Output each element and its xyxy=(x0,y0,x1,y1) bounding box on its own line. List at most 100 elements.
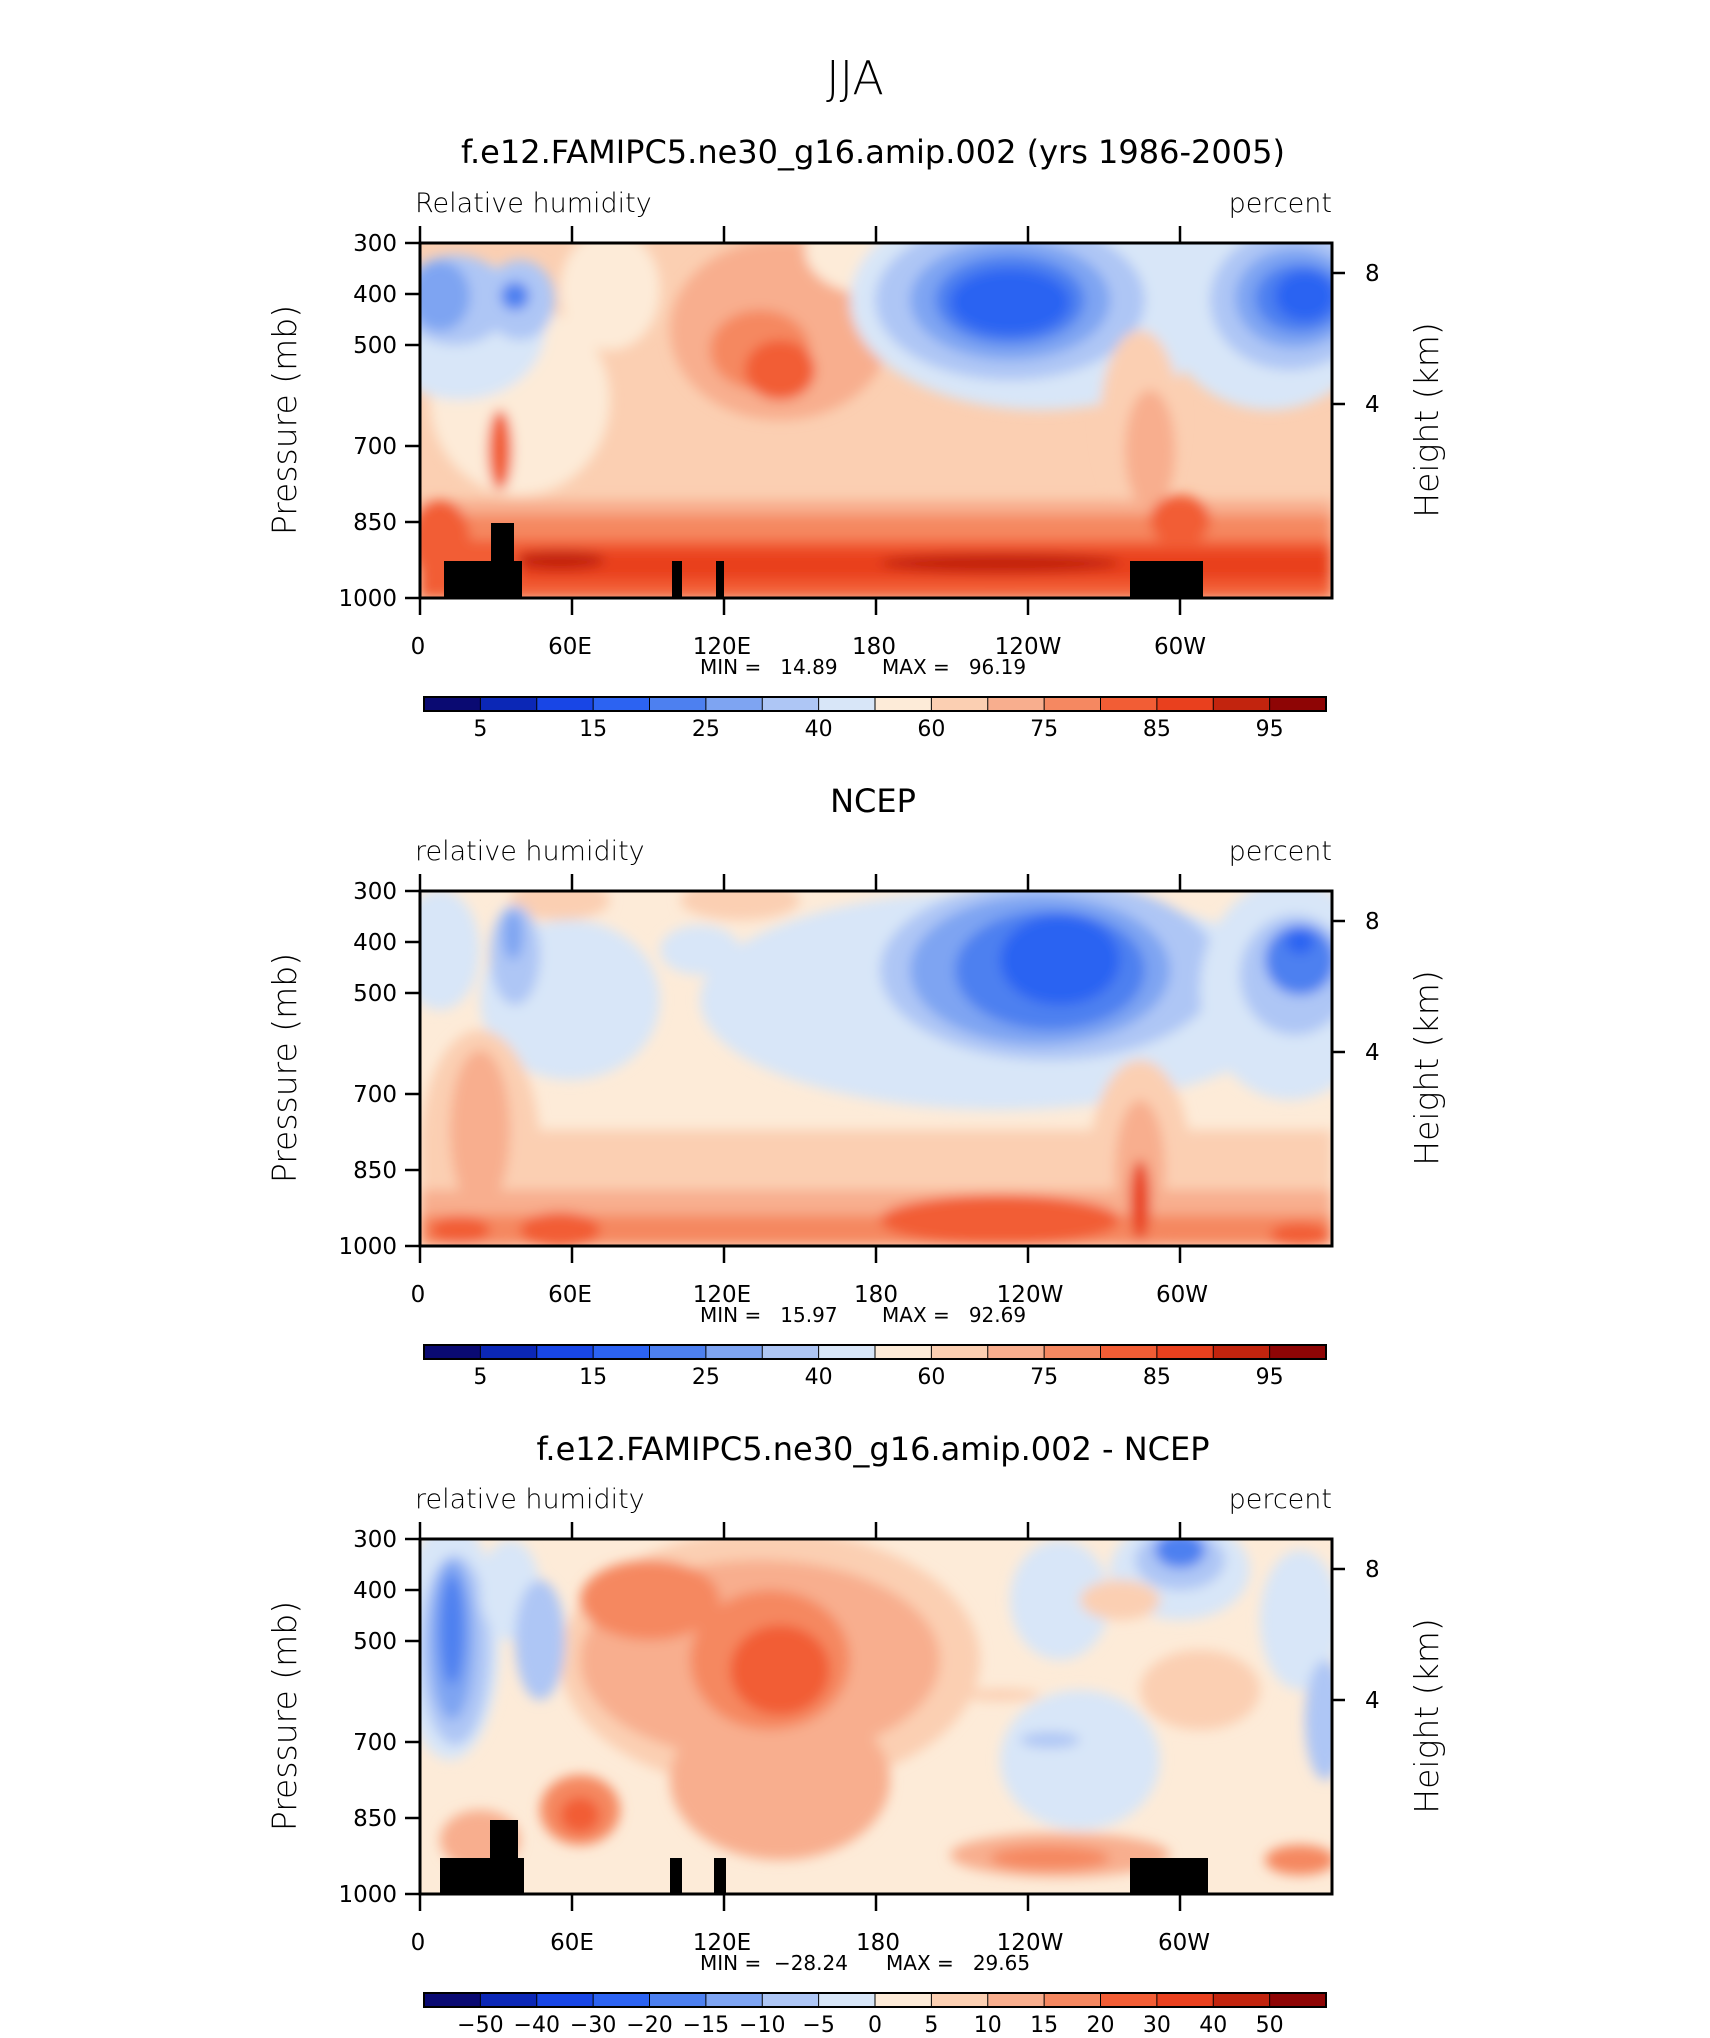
y-tick-label: 400 xyxy=(353,930,397,956)
colorbar-swatch xyxy=(479,1992,538,2008)
colorbar-swatch xyxy=(930,696,989,712)
colorbar-swatch xyxy=(423,1344,482,1360)
colorbar-label: 75 xyxy=(1030,717,1058,742)
colorbar-border xyxy=(423,1992,1327,2008)
colorbar-swatch xyxy=(1212,1344,1271,1360)
y2-axis-title: Height (km) xyxy=(1407,1618,1446,1813)
colorbar-swatch xyxy=(1269,1992,1327,2008)
colorbar-label: 60 xyxy=(917,1365,945,1390)
y-tick-label: 850 xyxy=(353,510,397,536)
colorbar-swatch xyxy=(592,696,651,712)
colorbar-swatch xyxy=(423,1992,482,2008)
y-tick-label: 400 xyxy=(353,282,397,308)
contour-field xyxy=(420,243,1332,598)
x-tick-label: 60E xyxy=(548,634,592,660)
max-value: MAX = 96.19 xyxy=(882,655,1026,679)
colorbar-swatch xyxy=(479,696,538,712)
colorbar-swatch xyxy=(649,1344,707,1360)
colorbar-swatch xyxy=(423,696,482,712)
colorbar-label: 5 xyxy=(473,1365,487,1390)
x-tick-label: 120E xyxy=(693,634,751,660)
units-label: percent xyxy=(1229,836,1332,867)
colorbar-swatch xyxy=(592,1992,651,2008)
colorbar-label: 15 xyxy=(1030,2013,1058,2038)
y-axis-title: Pressure (mb) xyxy=(265,953,304,1183)
colorbar-swatch xyxy=(874,1344,933,1360)
min-value: MIN = 14.89 xyxy=(700,655,838,679)
colorbar-label: 75 xyxy=(1030,1365,1058,1390)
panel-difference: f.e12.FAMIPC5.ne30_g16.amip.002 - NCEP r… xyxy=(265,1430,1446,2038)
colorbar-label: −50 xyxy=(457,2013,503,2038)
colorbar-label: 30 xyxy=(1143,2013,1171,2038)
colorbar-swatch xyxy=(1269,1344,1327,1360)
panel-title: f.e12.FAMIPC5.ne30_g16.amip.002 (yrs 198… xyxy=(461,133,1285,171)
min-value: MIN = −28.24 xyxy=(700,1951,848,1975)
colorbar-swatch xyxy=(1043,696,1102,712)
y-axis-title: Pressure (mb) xyxy=(265,305,304,535)
colorbar-label: 5 xyxy=(473,717,487,742)
colorbar-swatch xyxy=(649,1992,707,2008)
colorbar-swatch xyxy=(1043,1992,1102,2008)
y2-axis-title: Height (km) xyxy=(1407,970,1446,1165)
colorbar-label: 25 xyxy=(692,717,720,742)
colorbar-label: −20 xyxy=(626,2013,672,2038)
colorbar-swatch xyxy=(592,1344,651,1360)
colorbar-label: −40 xyxy=(514,2013,560,2038)
y-tick-label: 700 xyxy=(353,1082,397,1108)
x-tick-label: 60W xyxy=(1158,1930,1210,1956)
y-tick-label: 300 xyxy=(353,1527,397,1553)
colorbar-swatch xyxy=(761,1992,820,2008)
colorbar-swatch xyxy=(818,696,876,712)
colorbar-label: 0 xyxy=(868,2013,882,2038)
panel-model: f.e12.FAMIPC5.ne30_g16.amip.002 (yrs 198… xyxy=(265,133,1446,742)
colorbar-swatch xyxy=(1156,1344,1215,1360)
colorbar-swatch xyxy=(1100,1344,1158,1360)
colorbar-swatch xyxy=(1269,696,1327,712)
y-tick-label: 500 xyxy=(353,981,397,1007)
colorbar-label: 85 xyxy=(1143,717,1171,742)
height-tick-label: 8 xyxy=(1365,909,1380,935)
colorbar-swatch xyxy=(536,696,595,712)
colorbar-swatch xyxy=(536,1992,595,2008)
colorbar-label: 40 xyxy=(1199,2013,1227,2038)
colorbar: 5 15 25 40 60 75 85 95 xyxy=(423,696,1327,742)
y-tick-label: 300 xyxy=(353,879,397,905)
colorbar-label: 15 xyxy=(579,1365,607,1390)
colorbar-label: −10 xyxy=(739,2013,785,2038)
contour-field xyxy=(420,1539,1332,1894)
colorbar-label: 40 xyxy=(805,1365,833,1390)
colorbar-swatch xyxy=(705,696,764,712)
colorbar-label: 95 xyxy=(1256,1365,1284,1390)
max-value: MAX = 92.69 xyxy=(882,1303,1026,1327)
colorbar-swatch xyxy=(1212,1992,1271,2008)
colorbar-label: 25 xyxy=(692,1365,720,1390)
colorbar-label: 15 xyxy=(579,717,607,742)
x-tick-label: 60E xyxy=(550,1930,594,1956)
colorbar-swatch xyxy=(987,696,1046,712)
height-tick-label: 4 xyxy=(1365,1040,1380,1066)
colorbar-swatch xyxy=(1156,696,1215,712)
y-tick-label: 1000 xyxy=(338,1882,397,1908)
colorbar-swatch xyxy=(874,1992,933,2008)
colorbar-swatch xyxy=(479,1344,538,1360)
season-title: JJA xyxy=(826,51,884,105)
colorbar: 5 15 25 40 60 75 85 95 xyxy=(423,1344,1327,1390)
x-tick-label: 120W xyxy=(997,1282,1064,1308)
colorbar-label: −5 xyxy=(802,2013,834,2038)
colorbar-swatch xyxy=(1100,1992,1158,2008)
colorbar-label: 60 xyxy=(917,717,945,742)
colorbar-border xyxy=(423,1344,1327,1360)
y-axis-title: Pressure (mb) xyxy=(265,1601,304,1831)
colorbar-swatch xyxy=(536,1344,595,1360)
y-tick-label: 850 xyxy=(353,1158,397,1184)
contour-field xyxy=(420,891,1332,1246)
colorbar-label: 20 xyxy=(1087,2013,1115,2038)
y-tick-label: 500 xyxy=(353,1629,397,1655)
colorbar-swatch xyxy=(1156,1992,1215,2008)
x-tick-label: 120E xyxy=(693,1930,751,1956)
colorbar-swatch xyxy=(649,696,707,712)
x-tick-label: 120W xyxy=(997,1930,1064,1956)
height-tick-label: 8 xyxy=(1365,261,1380,287)
colorbar-swatch xyxy=(761,696,820,712)
